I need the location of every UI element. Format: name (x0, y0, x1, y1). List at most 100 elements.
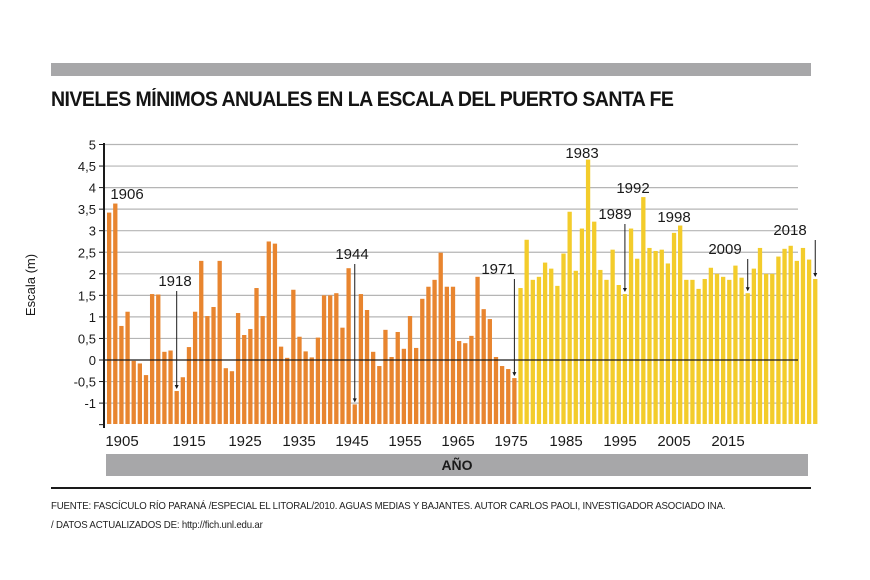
bar-1971 (512, 378, 517, 424)
bar-1963 (463, 343, 468, 424)
bar-1978 (555, 285, 560, 424)
x-tick-label: 1935 (282, 433, 315, 450)
bar-2011 (757, 247, 763, 424)
x-tick-label: 1985 (549, 433, 582, 450)
source-line-2: / DATOS ACTUALIZADOS DE: http://fich.unl… (51, 519, 263, 531)
bar-1979 (561, 253, 566, 424)
bar-1948 (371, 351, 376, 424)
bar-1954 (407, 316, 413, 424)
annotation-1989: 1989 (598, 206, 631, 223)
bar-2018 (800, 247, 806, 424)
bar-1935 (291, 289, 296, 424)
bar-1912 (149, 294, 155, 424)
bar-1955 (414, 347, 419, 424)
x-tick-labels: 1905 1915 1925 1935 1945 1955 1965 1975 1985 1995… (105, 433, 744, 450)
x-tick-label: 2005 (657, 433, 690, 450)
bar-1990 (628, 228, 634, 424)
bar-1915 (168, 350, 173, 424)
bar-2009 (745, 293, 750, 424)
bar-1983 (585, 159, 591, 424)
arrowhead-icon (174, 385, 179, 390)
annotation-1944: 1944 (335, 246, 368, 263)
source-line-1: FUENTE: FASCÍCULO RÍO PARANÁ /ESPECIAL E… (51, 500, 726, 512)
bar-1981 (573, 270, 578, 424)
bar-1993 (647, 247, 652, 424)
annotation-1992: 1992 (616, 180, 649, 197)
bar-1977 (549, 268, 554, 424)
x-tick-label: 1955 (388, 433, 421, 450)
bar-1933 (278, 346, 284, 424)
bar-2017 (794, 260, 799, 424)
bar-2012 (763, 273, 769, 424)
bar-1996 (665, 263, 671, 424)
y-axis-label: Escala (m) (23, 254, 38, 316)
x-axis-label-bar: AÑO (106, 454, 808, 476)
bar-2010 (751, 268, 756, 424)
bar-1943 (340, 327, 345, 424)
bar-1952 (395, 331, 400, 424)
bar-1925 (229, 371, 235, 424)
bar-1920 (199, 260, 204, 424)
bar-1918 (186, 347, 192, 424)
bar-1992 (641, 197, 646, 424)
bar-1929 (254, 288, 259, 424)
y-tick-label: 4,5 (78, 159, 96, 174)
bar-1950 (383, 329, 388, 424)
bar-1906 (113, 203, 118, 424)
bar-1966 (481, 309, 486, 424)
arrowhead-icon (512, 372, 517, 377)
bar-1923 (217, 260, 222, 424)
bar-1965 (475, 276, 480, 424)
bar-1956 (420, 298, 425, 424)
bar-1927 (242, 335, 247, 424)
bar-1964 (469, 335, 474, 424)
bar-1997 (671, 232, 677, 424)
bar-1930 (260, 316, 265, 424)
bar-1989 (622, 294, 628, 424)
bar-1980 (567, 211, 572, 424)
x-tick-label: 1995 (603, 433, 636, 450)
annotation-1998: 1998 (657, 209, 690, 226)
bar-1936 (297, 336, 302, 424)
bar-1946 (358, 294, 364, 424)
y-tick-label: 4 (89, 181, 96, 196)
bar-1907 (119, 325, 124, 424)
bar-2000 (690, 279, 695, 424)
annotation-1906: 1906 (110, 186, 143, 203)
bar-1905 (107, 212, 112, 424)
annotations: 1906 1918 1944 1971 1983 1989 1992 1998 2009 2018 (110, 145, 818, 403)
bar-1962 (456, 341, 462, 424)
y-tick-label: 1,5 (78, 288, 96, 303)
bar-1995 (659, 249, 664, 424)
bar-1969 (499, 366, 505, 424)
bar-1984 (592, 221, 597, 424)
bar-1968 (493, 356, 499, 424)
bar-1949 (377, 366, 382, 424)
bar-2020 (813, 278, 818, 424)
annotation-2018: 2018 (773, 222, 806, 239)
divider (51, 487, 811, 489)
bar-2006 (727, 279, 732, 424)
bar-2008 (739, 277, 744, 424)
bar-1908 (125, 311, 130, 424)
y-tick-label: 1 (89, 310, 96, 325)
y-tick-label: 3,5 (78, 202, 96, 217)
bar-2019 (806, 259, 812, 424)
bar-1986 (604, 279, 609, 424)
bar-2003 (708, 267, 714, 424)
y-tick-label: -0,5 (74, 375, 96, 390)
bar-1973 (524, 239, 529, 424)
bar-1961 (450, 286, 456, 424)
bar-1926 (235, 313, 241, 424)
bar-1911 (143, 375, 149, 424)
annotation-2009: 2009 (708, 241, 741, 258)
bar-1917 (180, 377, 185, 424)
bar-1974 (530, 279, 535, 424)
bar-1922 (211, 306, 216, 424)
annotation-1983: 1983 (565, 145, 598, 162)
bar-1909 (131, 360, 136, 424)
bar-2002 (702, 278, 707, 424)
bar-1913 (156, 294, 161, 424)
chart-title: NIVELES MÍNIMOS ANUALES EN LA ESCALA DEL… (51, 88, 674, 111)
bar-1919 (192, 311, 198, 424)
